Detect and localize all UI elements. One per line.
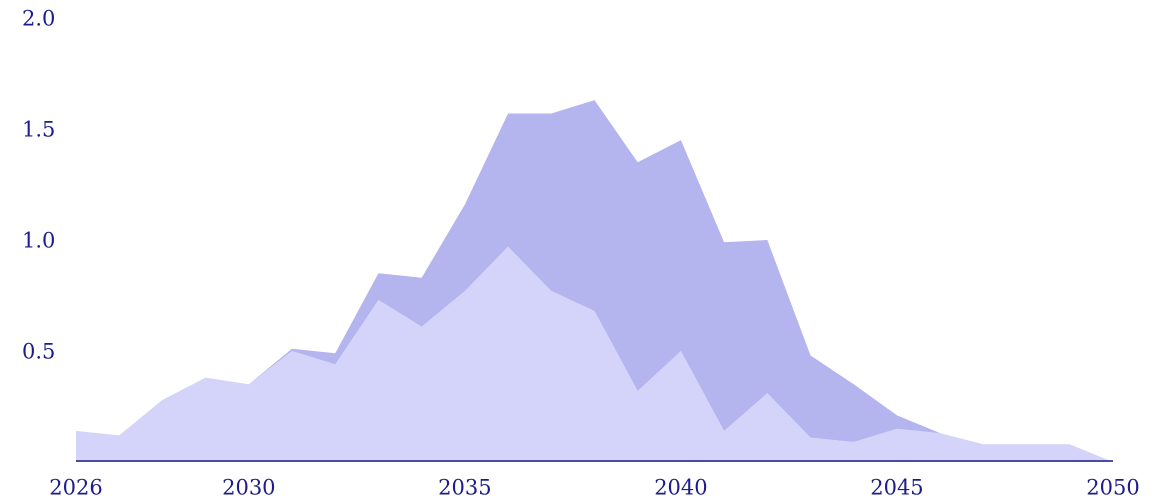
x-tick-label: 2040 [654,476,707,500]
x-tick-label: 2045 [870,476,923,500]
y-tick-label: 2.0 [22,7,55,31]
y-tick-label: 1.5 [22,118,55,142]
x-tick-label: 2030 [222,476,275,500]
x-tick-label: 2050 [1086,476,1139,500]
area [76,100,1113,462]
x-tick-label: 2035 [438,476,491,500]
x-tick-label: 2026 [49,476,102,500]
y-tick-label: 1.0 [22,229,55,253]
area [76,246,1113,462]
y-tick-label: 0.5 [22,340,55,364]
